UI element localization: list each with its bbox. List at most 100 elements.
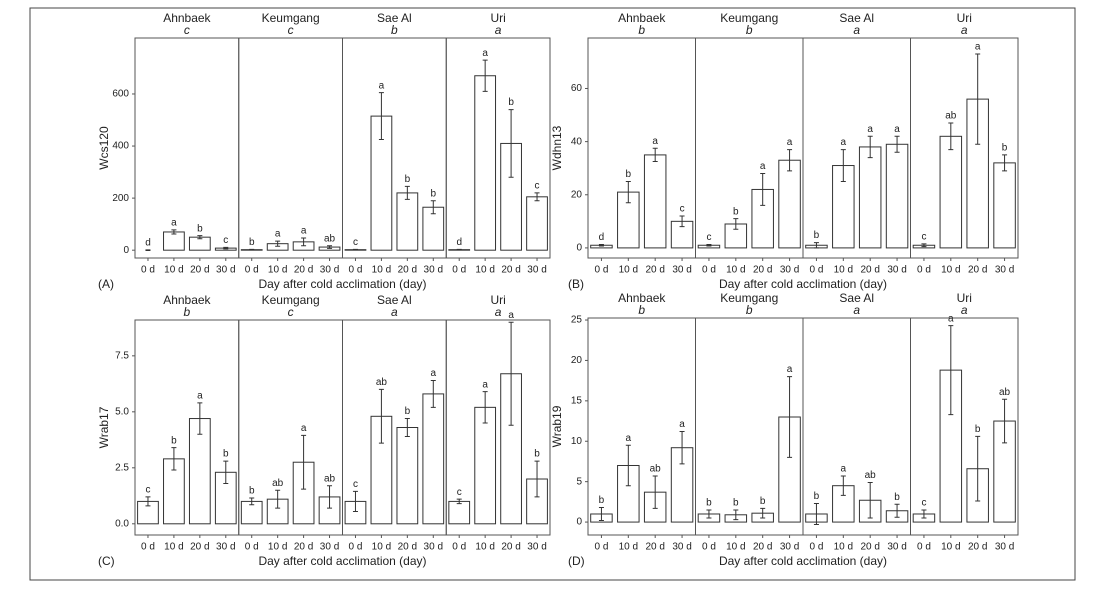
significance-letter: ab: [945, 111, 957, 122]
significance-letter: ab: [650, 464, 662, 475]
significance-letter: a: [482, 379, 488, 390]
error-bar: [404, 418, 410, 437]
significance-letter: a: [841, 137, 847, 148]
x-tick-label: 0 d: [917, 542, 931, 553]
significance-letter: a: [301, 423, 307, 434]
x-tick-label: 0 d: [809, 265, 823, 276]
x-tick-label: 0 d: [452, 265, 466, 276]
x-tick-label: 10 d: [726, 542, 745, 553]
x-axis-label: Day after cold acclimation (day): [258, 554, 426, 568]
error-bar: [508, 109, 514, 178]
error-bar: [813, 502, 819, 525]
significance-letter: d: [599, 232, 605, 243]
y-tick-label: 0: [576, 243, 582, 254]
x-tick-label: 10 d: [475, 542, 494, 553]
x-tick-label: 0 d: [917, 265, 931, 276]
significance-letter: a: [482, 48, 488, 59]
facet-title: Sae Al: [839, 11, 874, 25]
significance-letter: ab: [376, 377, 388, 388]
error-bar: [733, 218, 739, 230]
bar: [939, 135, 963, 249]
x-tick-label: 0 d: [349, 542, 363, 553]
x-tick-label: 30 d: [780, 265, 799, 276]
error-bar: [840, 475, 846, 496]
x-tick-label: 20 d: [398, 542, 417, 553]
significance-letter: a: [626, 433, 632, 444]
x-tick-label: 20 d: [501, 542, 520, 553]
error-bar: [378, 92, 384, 141]
panel-label: (B): [568, 277, 584, 291]
facet-group-letter: c: [184, 23, 190, 37]
significance-letter: ab: [272, 478, 284, 489]
significance-letter: b: [171, 435, 177, 446]
significance-letter: a: [431, 368, 437, 379]
facet-frame: [445, 37, 551, 259]
bar: [778, 159, 801, 249]
facet-title: Keumgang: [262, 293, 320, 307]
y-tick-label: 2.5: [115, 462, 129, 473]
significance-letter: a: [975, 42, 981, 53]
x-tick-label: 10 d: [834, 265, 853, 276]
error-bar: [867, 481, 873, 519]
facet-group-letter: a: [961, 303, 968, 317]
x-tick-label: 10 d: [619, 265, 638, 276]
x-tick-label: 20 d: [398, 265, 417, 276]
facet-group-letter: c: [288, 305, 294, 319]
facet-group-letter: a: [495, 305, 502, 319]
error-bar: [733, 509, 739, 521]
error-bar: [840, 149, 846, 182]
x-tick-label: 20 d: [860, 542, 879, 553]
facet-group-letter: a: [495, 23, 502, 37]
y-tick-label: 60: [571, 83, 583, 94]
x-tick-label: 20 d: [190, 542, 209, 553]
facet-title: Sae Al: [839, 291, 874, 305]
significance-letter: ab: [324, 233, 336, 244]
error-bar: [1002, 398, 1008, 444]
facet-frame: [910, 317, 1019, 536]
error-bar: [197, 235, 203, 240]
error-bar: [975, 53, 981, 145]
x-tick-label: 0 d: [452, 542, 466, 553]
significance-letter: b: [599, 495, 605, 506]
x-tick-label: 30 d: [995, 265, 1014, 276]
significance-letter: c: [921, 232, 926, 243]
facet-group-letter: c: [288, 23, 294, 37]
significance-letter: a: [652, 136, 658, 147]
x-tick-label: 20 d: [645, 542, 664, 553]
x-tick-label: 10 d: [268, 542, 287, 553]
x-tick-label: 0 d: [141, 542, 155, 553]
x-tick-label: 20 d: [294, 542, 313, 553]
significance-letter: c: [457, 487, 462, 498]
facet-group-letter: b: [638, 23, 645, 37]
error-bar: [679, 215, 685, 228]
facet-group-letter: b: [184, 305, 191, 319]
significance-letter: a: [679, 419, 685, 430]
error-bar: [894, 503, 900, 518]
facet-group-letter: a: [853, 23, 860, 37]
facet-title: Ahnbaek: [618, 11, 666, 25]
facet-group-letter: b: [746, 23, 753, 37]
facet-group-letter: a: [961, 23, 968, 37]
x-tick-label: 20 d: [645, 265, 664, 276]
significance-letter: a: [894, 124, 900, 135]
facet-group-letter: b: [746, 303, 753, 317]
x-tick-label: 20 d: [860, 265, 879, 276]
error-bar: [456, 498, 462, 505]
error-bar: [301, 434, 307, 490]
bar: [643, 154, 667, 249]
error-bar: [706, 243, 712, 247]
y-tick-label: 0: [576, 517, 582, 528]
significance-letter: b: [706, 498, 712, 509]
error-bar: [787, 376, 793, 458]
error-bar: [787, 149, 793, 172]
significance-letter: a: [379, 80, 385, 91]
x-axis-label: Day after cold acclimation (day): [719, 554, 887, 568]
x-tick-label: 10 d: [475, 265, 494, 276]
bar: [474, 406, 497, 525]
y-tick-label: 7.5: [115, 350, 129, 361]
x-tick-label: 0 d: [349, 265, 363, 276]
y-tick-label: 20: [571, 355, 583, 366]
error-bar: [197, 402, 203, 435]
bar: [526, 196, 548, 251]
